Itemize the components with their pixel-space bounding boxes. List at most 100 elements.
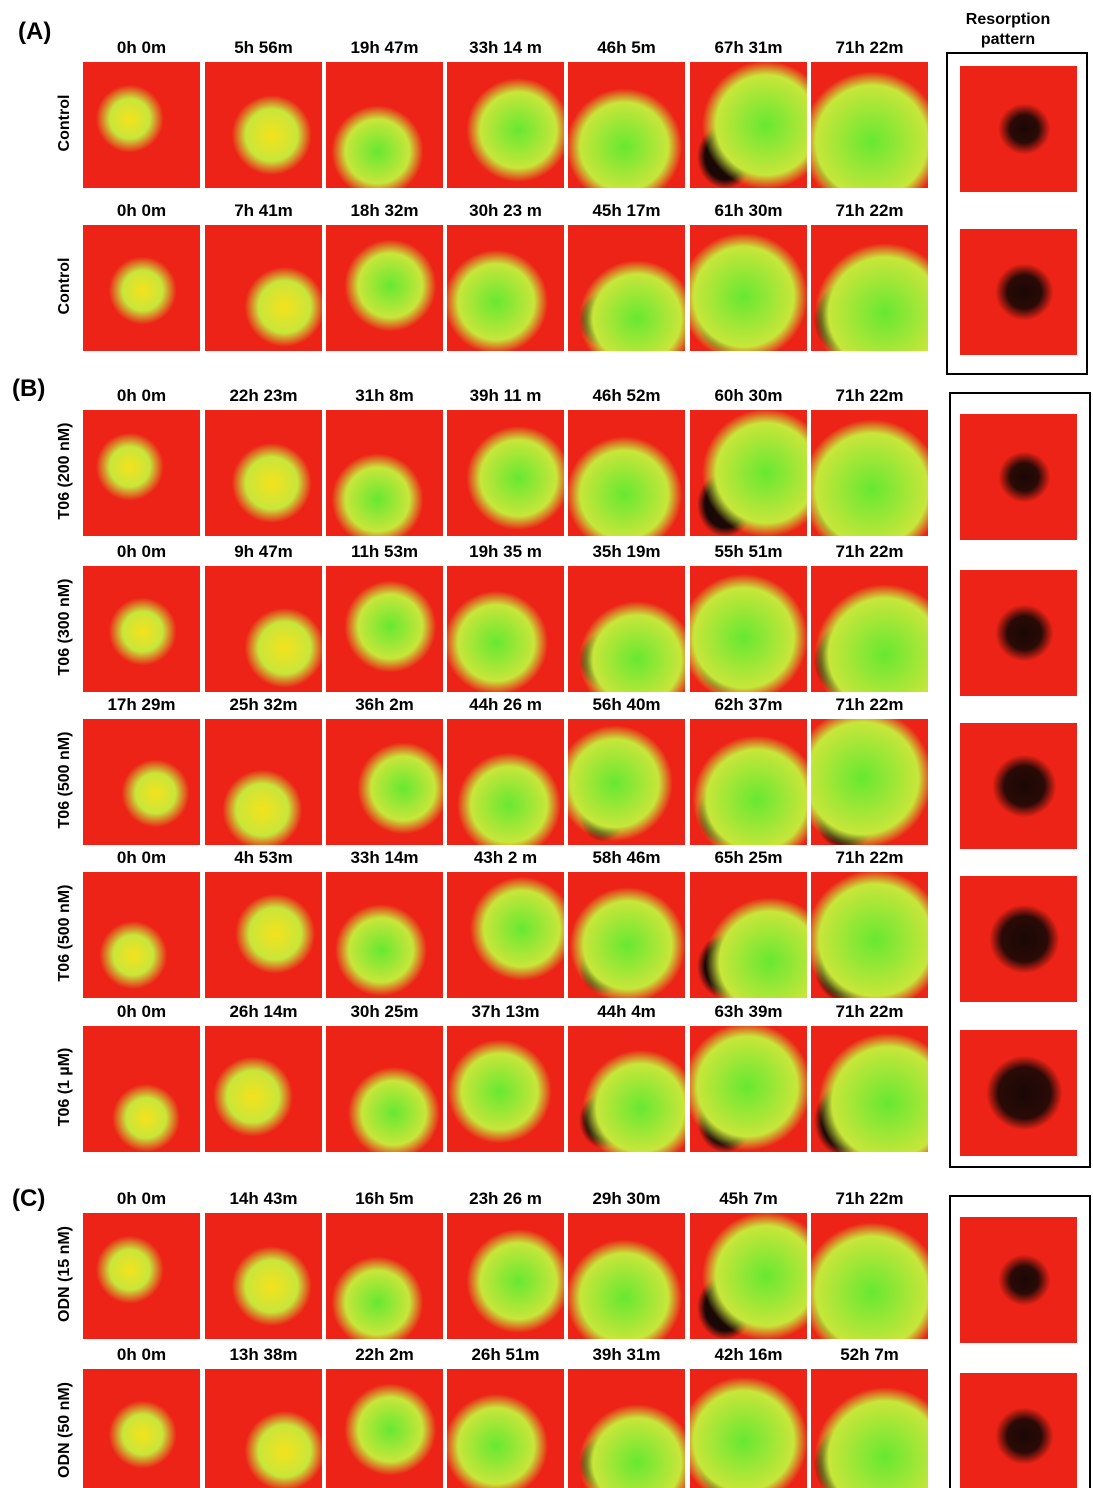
- micrograph: [690, 410, 807, 536]
- time-label: 0h 0m: [83, 38, 200, 58]
- time-label: 71h 22m: [811, 1189, 928, 1209]
- micrograph: [690, 719, 807, 845]
- time-label: 31h 8m: [326, 386, 443, 406]
- micrograph: [447, 1369, 564, 1488]
- time-label: 0h 0m: [83, 201, 200, 221]
- micrograph: [326, 1213, 443, 1339]
- micrograph: [205, 1026, 322, 1152]
- micrograph: [326, 62, 443, 188]
- time-label: 56h 40m: [568, 695, 685, 715]
- resorption-image: [960, 1217, 1077, 1343]
- micrograph: [83, 566, 200, 692]
- time-label: 25h 32m: [205, 695, 322, 715]
- micrograph: [205, 566, 322, 692]
- time-label: 44h 4m: [568, 1002, 685, 1022]
- time-label: 39h 11 m: [447, 386, 564, 406]
- micrograph: [83, 1213, 200, 1339]
- time-label: 67h 31m: [690, 38, 807, 58]
- micrograph: [326, 225, 443, 351]
- resorption-image: [960, 570, 1077, 696]
- micrograph: [447, 1026, 564, 1152]
- time-label: 30h 25m: [326, 1002, 443, 1022]
- time-label: 0h 0m: [83, 1345, 200, 1365]
- micrograph: [83, 225, 200, 351]
- time-label: 43h 2 m: [447, 848, 564, 868]
- time-label: 33h 14m: [326, 848, 443, 868]
- time-label: 19h 47m: [326, 38, 443, 58]
- micrograph: [690, 566, 807, 692]
- time-label: 71h 22m: [811, 38, 928, 58]
- micrograph: [447, 62, 564, 188]
- micrograph: [568, 719, 685, 845]
- micrograph: [811, 410, 928, 536]
- micrograph: [326, 872, 443, 998]
- time-label: 0h 0m: [83, 386, 200, 406]
- time-label: 4h 53m: [205, 848, 322, 868]
- micrograph: [690, 1026, 807, 1152]
- time-label: 42h 16m: [690, 1345, 807, 1365]
- time-label: 26h 14m: [205, 1002, 322, 1022]
- micrograph: [447, 1213, 564, 1339]
- micrograph: [568, 225, 685, 351]
- time-label: 29h 30m: [568, 1189, 685, 1209]
- micrograph: [568, 410, 685, 536]
- resorption-image: [960, 723, 1077, 849]
- micrograph: [205, 1369, 322, 1488]
- micrograph: [205, 410, 322, 536]
- condition-label: T06 (1 µM): [56, 1024, 74, 1150]
- time-label: 0h 0m: [83, 1002, 200, 1022]
- time-label: 45h 17m: [568, 201, 685, 221]
- time-label: 71h 22m: [811, 695, 928, 715]
- time-label: 65h 25m: [690, 848, 807, 868]
- micrograph: [205, 719, 322, 845]
- micrograph: [811, 1369, 928, 1488]
- time-label: 61h 30m: [690, 201, 807, 221]
- condition-label: ODN (15 nM): [56, 1211, 74, 1337]
- time-label: 63h 39m: [690, 1002, 807, 1022]
- micrograph: [326, 566, 443, 692]
- micrograph: [568, 1213, 685, 1339]
- resorption-header: Resorption pattern: [948, 10, 1068, 50]
- time-label: 44h 26 m: [447, 695, 564, 715]
- micrograph: [811, 62, 928, 188]
- time-label: 46h 5m: [568, 38, 685, 58]
- micrograph: [811, 719, 928, 845]
- micrograph: [447, 225, 564, 351]
- condition-label: ODN (50 nM): [56, 1367, 74, 1488]
- micrograph: [447, 872, 564, 998]
- time-label: 58h 46m: [568, 848, 685, 868]
- micrograph: [326, 1026, 443, 1152]
- condition-label: Control: [56, 60, 74, 186]
- time-label: 37h 13m: [447, 1002, 564, 1022]
- micrograph: [690, 872, 807, 998]
- micrograph: [205, 225, 322, 351]
- micrograph: [568, 872, 685, 998]
- time-label: 14h 43m: [205, 1189, 322, 1209]
- condition-label: T06 (200 nM): [56, 408, 74, 534]
- time-label: 71h 22m: [811, 542, 928, 562]
- time-label: 71h 22m: [811, 201, 928, 221]
- time-label: 30h 23 m: [447, 201, 564, 221]
- panel-label: (A): [18, 18, 51, 46]
- time-label: 52h 7m: [811, 1345, 928, 1365]
- time-label: 22h 23m: [205, 386, 322, 406]
- resorption-image: [960, 876, 1077, 1002]
- time-label: 17h 29m: [83, 695, 200, 715]
- micrograph: [447, 410, 564, 536]
- micrograph: [83, 719, 200, 845]
- condition-label: T06 (300 nM): [56, 564, 74, 690]
- micrograph: [811, 1026, 928, 1152]
- panel-label: (C): [12, 1185, 45, 1213]
- condition-label: T06 (500 nM): [56, 870, 74, 996]
- resorption-image: [960, 1030, 1077, 1156]
- time-label: 36h 2m: [326, 695, 443, 715]
- resorption-image: [960, 414, 1077, 540]
- micrograph: [326, 1369, 443, 1488]
- time-label: 71h 22m: [811, 1002, 928, 1022]
- time-label: 22h 2m: [326, 1345, 443, 1365]
- time-label: 0h 0m: [83, 542, 200, 562]
- micrograph: [811, 225, 928, 351]
- time-label: 39h 31m: [568, 1345, 685, 1365]
- condition-label: T06 (500 nM): [56, 717, 74, 843]
- micrograph: [690, 1369, 807, 1488]
